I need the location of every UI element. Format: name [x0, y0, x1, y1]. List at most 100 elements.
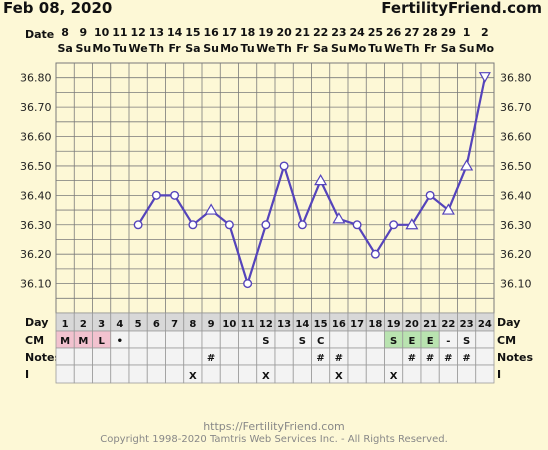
i-cell	[238, 364, 258, 384]
temperature-point	[425, 190, 435, 200]
day-cell-value: 8	[189, 319, 196, 330]
notes-cell	[347, 347, 367, 366]
temperature-point	[224, 220, 234, 230]
temperature-point	[352, 220, 362, 230]
i-cell	[110, 364, 130, 384]
weekday-label: Sa	[313, 42, 328, 55]
i-cell-value: X	[335, 371, 343, 382]
weekday-label: Fr	[424, 42, 437, 55]
cm-cell-value: M	[78, 336, 88, 347]
y-tick-label-right: 36.40	[500, 189, 532, 202]
weekday-label: Su	[203, 42, 219, 55]
temperature-point	[243, 279, 253, 289]
weekday-label: Sa	[441, 42, 456, 55]
notes-cell	[183, 347, 203, 366]
cm-cell	[347, 330, 367, 349]
cm-cell-value: E	[427, 336, 434, 347]
date-label: 27	[404, 26, 419, 39]
cm-cell-value: -	[446, 336, 450, 347]
date-label: 1	[463, 26, 471, 39]
i-cell	[292, 364, 312, 384]
date-label: 11	[112, 26, 127, 39]
cm-cell-value: S	[262, 336, 269, 347]
weekday-label: Th	[149, 42, 164, 55]
temperature-point	[170, 190, 180, 200]
day-cell-value: 15	[314, 319, 328, 330]
i-cell	[457, 364, 477, 384]
temperature-point-triangle	[204, 203, 218, 215]
cm-cell	[219, 330, 239, 349]
weekday-label: Tu	[368, 42, 382, 55]
day-cell-value: 24	[478, 319, 492, 330]
date-label: 23	[331, 26, 346, 39]
weekday-label: Fr	[296, 42, 309, 55]
date-label: 24	[349, 26, 365, 39]
i-cell	[274, 364, 294, 384]
temperature-point	[370, 249, 380, 259]
weekday-label: We	[384, 42, 403, 55]
y-tick-label-right: 36.70	[500, 101, 532, 114]
day-cell-value: 23	[460, 319, 474, 330]
day-cell-value: 11	[241, 319, 255, 330]
cm-row-label-left: CM	[25, 334, 44, 347]
cm-cell-value: E	[408, 336, 415, 347]
i-cell	[420, 364, 440, 384]
day-cell-value: 10	[222, 319, 236, 330]
day-cell-value: 12	[259, 319, 273, 330]
notes-cell-value: #	[408, 353, 416, 364]
notes-cell	[256, 347, 276, 366]
cm-cell	[128, 330, 148, 349]
day-row-label-right: Day	[497, 316, 520, 329]
date-label: 9	[80, 26, 88, 39]
cm-cell-value: •	[117, 336, 123, 347]
i-cell	[402, 364, 422, 384]
i-cell	[365, 364, 385, 384]
notes-cell	[365, 347, 385, 366]
date-label: 13	[149, 26, 164, 39]
temperature-point-triangle	[441, 203, 455, 215]
footer-url[interactable]: https://FertilityFriend.com	[203, 420, 345, 433]
y-tick-label-left: 36.80	[20, 72, 52, 85]
cm-cell	[238, 330, 258, 349]
y-tick-label-left: 36.50	[20, 160, 52, 173]
date-label: 12	[130, 26, 145, 39]
day-row-label-left: Day	[25, 316, 48, 329]
day-cell-value: 17	[350, 319, 364, 330]
cm-cell	[201, 330, 221, 349]
notes-cell	[384, 347, 404, 366]
notes-cell	[55, 347, 75, 366]
date-label: 22	[313, 26, 328, 39]
weekday-label: Mo	[92, 42, 111, 55]
date-row-label: Date	[25, 28, 54, 41]
cm-cell-value: M	[60, 336, 70, 347]
i-cell-value: X	[189, 371, 197, 382]
weekday-label: Th	[404, 42, 419, 55]
cm-cell	[365, 330, 385, 349]
cm-row-label-right: CM	[497, 334, 516, 347]
cm-cell	[329, 330, 349, 349]
weekday-label: Tu	[113, 42, 127, 55]
day-cell-value: 2	[80, 319, 87, 330]
cm-cell	[475, 330, 495, 349]
day-cell-value: 6	[153, 319, 160, 330]
weekday-label: Fr	[169, 42, 182, 55]
weekday-label: Mo	[220, 42, 239, 55]
date-label: 19	[258, 26, 273, 39]
notes-row-label-right: Notes	[497, 351, 533, 364]
temperature-point	[389, 220, 399, 230]
y-tick-label-right: 36.30	[500, 219, 532, 232]
temperature-point	[133, 220, 143, 230]
brand-name[interactable]: FertilityFriend.com	[381, 0, 542, 17]
date-label: 14	[167, 26, 183, 39]
y-tick-label-left: 36.40	[20, 189, 52, 202]
i-cell	[165, 364, 185, 384]
i-cell	[475, 364, 495, 384]
date-label: 8	[61, 26, 69, 39]
notes-cell	[110, 347, 130, 366]
i-cell	[438, 364, 458, 384]
i-cell	[219, 364, 239, 384]
cm-cell-value: S	[463, 336, 470, 347]
weekday-label: Tu	[241, 42, 255, 55]
weekday-label: Sa	[185, 42, 200, 55]
date-label: 17	[222, 26, 237, 39]
